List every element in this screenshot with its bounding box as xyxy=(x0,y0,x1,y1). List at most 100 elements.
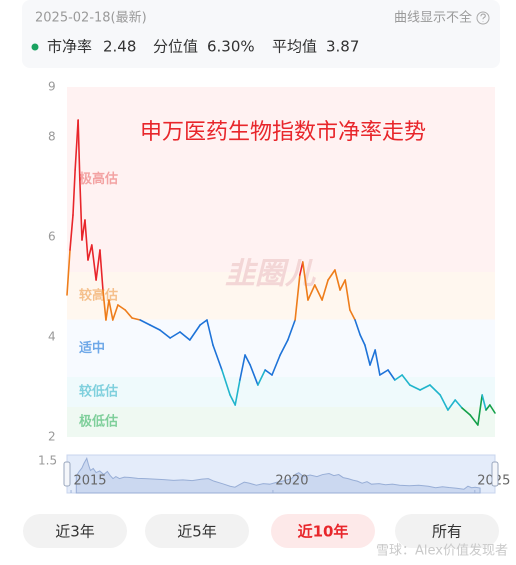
range-button[interactable] xyxy=(23,514,127,548)
zone-band xyxy=(67,319,495,377)
line-segment xyxy=(79,179,83,241)
zone-label: 极高估 xyxy=(79,171,118,187)
range-button-label[interactable]: 近10年 xyxy=(298,523,349,541)
line-segment xyxy=(95,249,101,281)
nav-handle[interactable] xyxy=(63,461,71,487)
line-segment xyxy=(374,349,381,376)
line-segment xyxy=(369,349,376,366)
line-segment xyxy=(199,319,208,326)
line-segment xyxy=(429,384,442,396)
line-segment xyxy=(159,329,171,339)
line-segment xyxy=(77,119,81,181)
line-segment xyxy=(117,304,127,311)
zone-label: 极低估 xyxy=(79,414,118,430)
line-segment xyxy=(409,384,421,391)
y-tick-label: 4 xyxy=(48,330,56,344)
line-segment xyxy=(294,274,301,321)
range-button-label[interactable]: 近5年 xyxy=(177,523,217,541)
line-segment xyxy=(349,309,356,321)
line-segment xyxy=(257,369,266,386)
range-button[interactable] xyxy=(395,514,499,548)
line-segment xyxy=(105,299,110,321)
line-segment xyxy=(87,244,93,261)
line-segment xyxy=(229,394,237,406)
line-segment xyxy=(111,304,119,321)
nav-handle[interactable] xyxy=(491,461,499,487)
line-segment xyxy=(149,324,161,331)
zone-label: 较低估 xyxy=(79,384,118,400)
line-segment xyxy=(84,219,89,261)
y-tick-label: 6 xyxy=(48,230,56,244)
line-segment xyxy=(108,299,114,321)
line-segment xyxy=(287,319,296,341)
line-segment xyxy=(99,249,104,291)
line-segment xyxy=(364,344,371,366)
line-segment xyxy=(66,249,71,296)
line-segment xyxy=(461,407,471,416)
zone-label: 适中 xyxy=(79,340,105,356)
nav-x-tick-label: 2020 xyxy=(275,474,308,489)
y-tick-label: 2 xyxy=(48,430,56,444)
line-segment xyxy=(221,369,231,396)
line-segment xyxy=(234,379,241,406)
y-tick-label: 8 xyxy=(48,130,56,144)
stat-name: 分位值 xyxy=(153,38,198,56)
line-segment xyxy=(354,319,361,336)
range-button[interactable] xyxy=(271,514,375,548)
date: 2025-02-18(最新) xyxy=(35,10,147,26)
line-segment xyxy=(454,399,463,409)
line-segment xyxy=(334,269,341,291)
range-button[interactable] xyxy=(145,514,249,548)
line-segment xyxy=(307,284,316,301)
line-segment xyxy=(485,404,491,411)
nav-x-tick-label: 2015 xyxy=(73,474,106,489)
line-segment xyxy=(169,331,181,339)
range-button-label[interactable]: 所有 xyxy=(432,523,462,541)
zone-band xyxy=(67,272,495,320)
line-segment xyxy=(72,169,76,216)
line-segment xyxy=(302,261,309,301)
line-segment xyxy=(212,344,223,371)
credit: 雪球：Alex价值发现者 xyxy=(376,543,508,559)
y-tick-label: 9 xyxy=(48,80,56,94)
line-segment xyxy=(131,317,141,321)
line-segment xyxy=(477,394,483,426)
line-segment xyxy=(394,374,403,381)
line-segment xyxy=(439,394,449,411)
line-segment xyxy=(249,364,259,386)
line-segment xyxy=(206,319,214,346)
line-segment xyxy=(469,414,479,426)
line-segment xyxy=(239,354,246,381)
line-segment xyxy=(489,404,496,414)
line-segment xyxy=(124,309,133,319)
line-segment xyxy=(344,279,351,311)
stat-name: 市净率 xyxy=(47,38,92,56)
help-icon[interactable] xyxy=(476,11,490,25)
line-segment xyxy=(387,369,396,381)
line-segment xyxy=(419,384,431,391)
line-segment xyxy=(339,279,347,291)
line-segment xyxy=(244,354,251,366)
zone-band xyxy=(67,87,495,272)
line-segment xyxy=(279,339,289,356)
line-segment xyxy=(69,214,74,251)
header-box xyxy=(22,0,500,68)
line-segment xyxy=(179,331,191,341)
line-segment xyxy=(271,354,281,376)
line-segment xyxy=(321,279,329,301)
line-segment xyxy=(447,399,456,411)
line-segment xyxy=(91,244,97,281)
line-segment xyxy=(379,369,389,376)
nav-y-tick-label: 1.5 xyxy=(38,454,57,468)
navigator-area xyxy=(75,457,481,494)
line-segment xyxy=(102,289,107,321)
line-segment xyxy=(189,324,201,341)
line-segment xyxy=(481,394,487,411)
legend-dot xyxy=(31,43,39,51)
line-segment xyxy=(314,284,323,301)
range-button-label[interactable]: 近3年 xyxy=(55,523,95,541)
line-segment xyxy=(264,369,273,376)
note[interactable]: 曲线显示不全 xyxy=(394,10,472,26)
zone-band xyxy=(67,377,495,407)
